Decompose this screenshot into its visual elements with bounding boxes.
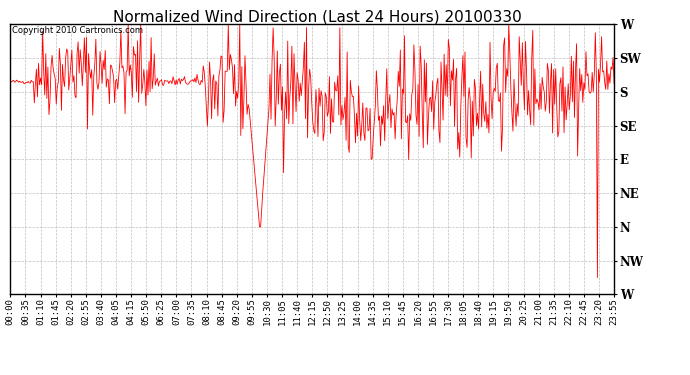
Text: Normalized Wind Direction (Last 24 Hours) 20100330: Normalized Wind Direction (Last 24 Hours… [113, 9, 522, 24]
Text: Copyright 2010 Cartronics.com: Copyright 2010 Cartronics.com [12, 26, 143, 35]
